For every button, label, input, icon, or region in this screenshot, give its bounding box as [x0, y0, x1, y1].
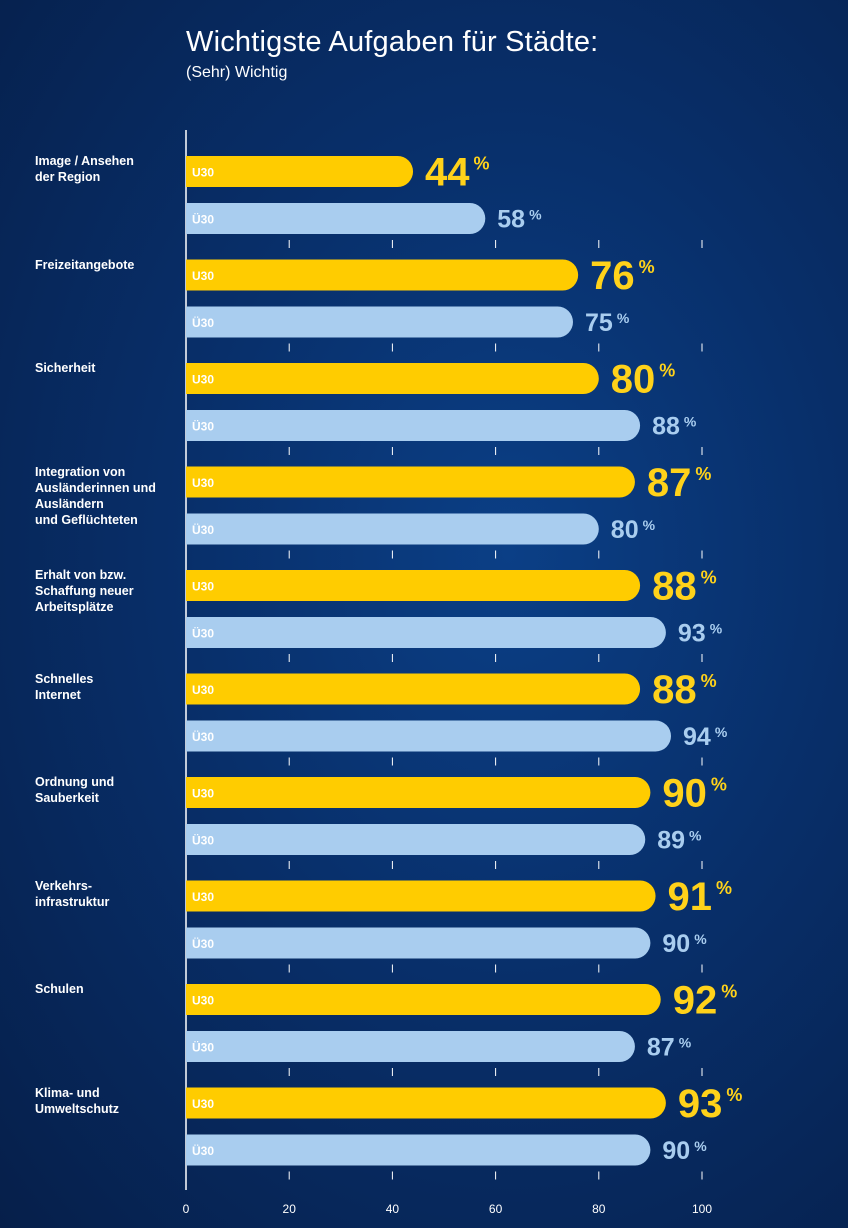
bar-ue30 [186, 824, 646, 855]
category-label: Freizeitangebote [35, 257, 135, 272]
bar-series-label: U30 [192, 269, 214, 283]
category-label: Schulen [35, 982, 84, 996]
bar-value-label: 75% [585, 309, 630, 337]
bar-series-label: U30 [192, 580, 214, 594]
bar-value-label: 80% [611, 358, 676, 402]
bar-series-label: U30 [192, 994, 214, 1008]
bar-series-label: Ü30 [192, 212, 214, 227]
bar-series-label: Ü30 [192, 729, 214, 744]
bar-series-label: U30 [192, 787, 214, 801]
bar-value-label: 88% [652, 413, 697, 441]
x-tick-label: 0 [183, 1202, 190, 1216]
bar-u30 [186, 156, 414, 187]
bar-u30 [186, 1087, 666, 1119]
bar-value-label: 94% [683, 723, 728, 751]
bar-series-label: U30 [192, 476, 214, 490]
x-tick-label: 60 [489, 1202, 503, 1216]
bar-series-label: U30 [192, 166, 214, 180]
bar-series-label: Ü30 [192, 315, 214, 330]
bar-u30 [186, 570, 641, 601]
category-label: Verkehrs- infrastruktur [35, 878, 110, 909]
bar-ue30 [186, 1031, 635, 1062]
category-label: Schnelles Internet [35, 671, 94, 702]
bar-ue30 [186, 927, 651, 959]
bar-ue30 [186, 513, 599, 545]
bar-series-label: U30 [192, 1097, 214, 1111]
bar-value-label: 44% [425, 151, 490, 195]
bar-u30 [186, 777, 651, 808]
bar-series-label: Ü30 [192, 626, 214, 641]
bar-value-label: 87% [647, 461, 712, 505]
chart-title: Wichtigste Aufgaben für Städte: [186, 26, 599, 58]
bar-value-label: 89% [657, 827, 702, 855]
bar-value-label: 93% [678, 1082, 743, 1126]
bar-value-label: 91% [668, 875, 733, 919]
bar-ue30 [186, 1134, 651, 1166]
bar-value-label: 58% [497, 206, 542, 234]
category-label: Image / Ansehen der Region [35, 154, 134, 184]
bar-ue30 [186, 617, 666, 648]
bar-ue30 [186, 203, 486, 234]
bar-ue30 [186, 410, 641, 441]
category-label: Klima- und Umweltschutz [35, 1085, 120, 1116]
category-label: Erhalt von bzw. Schaffung neuer Arbeitsp… [35, 568, 134, 614]
bar-ue30 [186, 306, 573, 338]
bar-u30 [186, 984, 661, 1015]
bar-series-label: U30 [192, 890, 214, 904]
x-tick-label: 100 [692, 1202, 712, 1216]
bar-value-label: 88% [652, 565, 717, 609]
category-label: Sicherheit [35, 361, 96, 375]
category-label: Ordnung und Sauberkeit [35, 775, 115, 805]
bar-series-label: Ü30 [192, 1143, 214, 1158]
bar-series-label: Ü30 [192, 522, 214, 537]
x-tick-label: 20 [283, 1202, 297, 1216]
bar-value-label: 87% [647, 1034, 692, 1062]
bar-value-label: 90% [662, 772, 727, 816]
bar-u30 [186, 259, 579, 291]
bar-u30 [186, 466, 635, 498]
bar-series-label: U30 [192, 373, 214, 387]
x-tick-label: 40 [386, 1202, 400, 1216]
bar-u30 [186, 673, 641, 705]
bar-value-label: 76% [590, 254, 655, 298]
bar-value-label: 80% [611, 516, 656, 544]
bar-series-label: Ü30 [192, 833, 214, 848]
bar-value-label: 90% [662, 930, 707, 958]
bar-ue30 [186, 720, 672, 752]
bar-value-label: 90% [662, 1137, 707, 1165]
bar-u30 [186, 363, 599, 394]
bar-series-label: Ü30 [192, 936, 214, 951]
chart-subtitle: (Sehr) Wichtig [186, 64, 288, 81]
bar-value-label: 92% [673, 979, 738, 1023]
bar-series-label: Ü30 [192, 419, 214, 434]
bar-series-label: Ü30 [192, 1040, 214, 1055]
x-tick-label: 80 [592, 1202, 606, 1216]
bar-series-label: U30 [192, 683, 214, 697]
bar-value-label: 88% [652, 668, 717, 712]
bar-value-label: 93% [678, 620, 723, 648]
category-label: Integration von Ausländerinnen und Auslä… [35, 464, 156, 527]
bar-u30 [186, 880, 656, 912]
